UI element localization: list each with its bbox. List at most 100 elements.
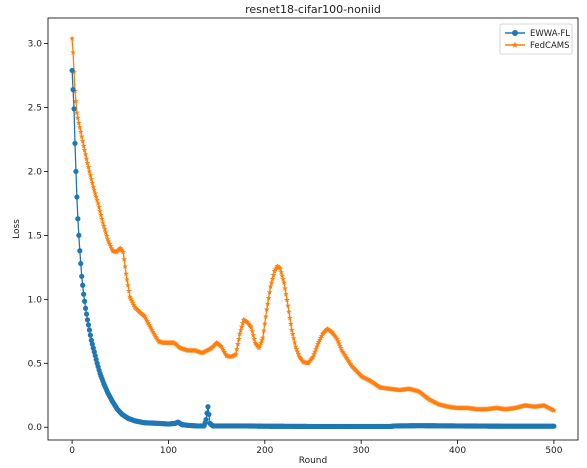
- data-point: [234, 341, 241, 347]
- data-point: [82, 305, 89, 311]
- data-point: [139, 311, 146, 317]
- data-point: [69, 67, 75, 74]
- data-point: [355, 369, 362, 376]
- data-point: [136, 309, 143, 315]
- data-point: [75, 119, 82, 126]
- data-point: [298, 356, 305, 362]
- data-point: [150, 329, 156, 335]
- data-point: [292, 343, 299, 350]
- data-point: [82, 151, 89, 157]
- data-point: [299, 357, 306, 364]
- data-point: [219, 345, 226, 351]
- y-tick-label: 2.5: [28, 104, 42, 114]
- data-point: [124, 276, 130, 282]
- data-point: [310, 353, 316, 360]
- data-point: [85, 164, 92, 170]
- y-axis-ticks: 0.0 0.5 1.0 1.5 2.0 2.5 3.0: [28, 40, 48, 433]
- data-point: [153, 333, 159, 340]
- data-point: [146, 321, 153, 328]
- data-point: [74, 194, 80, 200]
- data-point: [276, 264, 283, 271]
- data-point: [77, 248, 83, 254]
- x-tick-label: 200: [256, 446, 273, 456]
- data-point: [265, 295, 272, 301]
- plot-frame: [47, 17, 579, 441]
- data-point: [287, 314, 293, 321]
- data-point: [333, 334, 339, 341]
- data-point: [325, 326, 332, 332]
- data-point: [291, 339, 298, 345]
- data-point: [172, 340, 179, 347]
- data-point: [340, 349, 346, 355]
- data-point: [249, 328, 256, 334]
- data-point: [171, 339, 178, 346]
- data-point: [151, 330, 157, 337]
- data-point: [216, 342, 223, 348]
- data-point: [70, 49, 76, 55]
- data-point: [215, 341, 222, 347]
- data-point: [214, 340, 221, 347]
- data-point: [290, 335, 297, 341]
- data-point: [106, 240, 113, 247]
- data-point: [346, 359, 353, 366]
- x-tick-label: 100: [160, 446, 177, 456]
- legend-marker: [511, 41, 519, 48]
- data-point: [102, 229, 109, 236]
- data-point: [206, 411, 212, 418]
- data-point: [133, 306, 140, 312]
- data-point: [416, 388, 422, 394]
- data-point: [268, 279, 275, 286]
- x-axis-ticks: 0 100 200 300 400 500: [69, 440, 563, 456]
- data-point: [137, 309, 144, 316]
- data-point: [256, 344, 262, 351]
- data-point: [244, 319, 251, 325]
- data-point: [71, 106, 77, 112]
- data-point: [90, 183, 97, 190]
- data-point: [87, 332, 93, 338]
- data-point: [324, 325, 331, 332]
- data-point: [135, 308, 142, 314]
- x-tick-label: 0: [69, 446, 75, 456]
- data-point: [420, 392, 427, 398]
- data-point: [295, 351, 302, 357]
- data-point: [257, 342, 263, 348]
- data-point: [284, 296, 290, 303]
- data-point: [118, 246, 125, 252]
- data-point: [350, 364, 357, 371]
- data-point: [551, 407, 557, 414]
- data-point: [134, 307, 141, 313]
- data-point: [81, 147, 88, 153]
- data-point: [237, 327, 244, 333]
- data-point: [348, 362, 355, 369]
- data-point: [274, 263, 281, 269]
- data-point: [313, 346, 319, 352]
- y-tick-label: 3.0: [28, 40, 43, 50]
- data-point: [104, 236, 111, 242]
- data-point: [101, 222, 107, 229]
- data-point: [275, 263, 282, 270]
- data-point: [108, 245, 115, 251]
- series-layer: [69, 35, 557, 430]
- data-point: [147, 323, 153, 330]
- data-point: [78, 133, 85, 139]
- data-point: [293, 346, 300, 352]
- data-point: [127, 293, 133, 300]
- data-point: [83, 311, 90, 317]
- data-point: [246, 321, 253, 328]
- data-point: [294, 348, 301, 355]
- data-point: [288, 327, 295, 333]
- y-tick-label: 2.0: [28, 167, 43, 177]
- data-point: [261, 327, 267, 334]
- data-point: [76, 124, 83, 130]
- data-point: [84, 317, 91, 323]
- data-point: [255, 343, 261, 350]
- data-point: [86, 168, 93, 174]
- data-point: [296, 353, 303, 360]
- data-point: [81, 291, 87, 297]
- data-point: [266, 289, 273, 295]
- data-point: [260, 334, 266, 341]
- data-point: [330, 330, 337, 337]
- data-point: [122, 263, 128, 269]
- data-point: [95, 200, 101, 206]
- data-point: [69, 35, 75, 41]
